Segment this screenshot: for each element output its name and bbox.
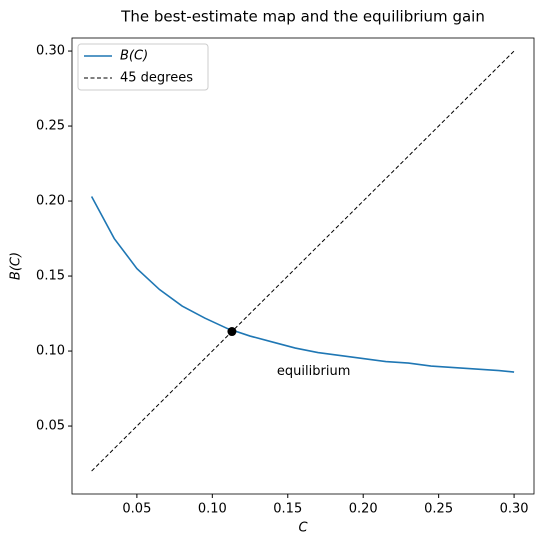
series-line [90,196,515,373]
plot-frame [71,37,535,495]
y-tick-label: 0.10 [36,344,65,359]
x-tick-label: 0.20 [349,502,378,517]
legend-label: B(C) [120,49,148,64]
x-tick-label: 0.05 [122,502,151,517]
x-tick-label: 0.25 [424,502,453,517]
legend-label: 45 degrees [120,71,193,86]
y-tick-label: 0.15 [36,269,65,284]
annotation: equilibrium [277,364,350,379]
x-tick-label: 0.15 [273,502,302,517]
chart-title: The best-estimate map and the equilibriu… [120,8,485,26]
y-tick-label: 0.30 [36,44,65,59]
y-axis-label: B(C) [9,252,24,280]
y-tick-label: 0.25 [36,119,65,134]
y-tick-label: 0.20 [36,194,65,209]
x-tick-label: 0.10 [198,502,227,517]
equilibrium-point [227,327,237,337]
x-tick-label: 0.30 [500,502,529,517]
y-tick-label: 0.05 [36,419,65,434]
series-line [91,50,515,472]
x-axis-label: C [298,521,308,536]
